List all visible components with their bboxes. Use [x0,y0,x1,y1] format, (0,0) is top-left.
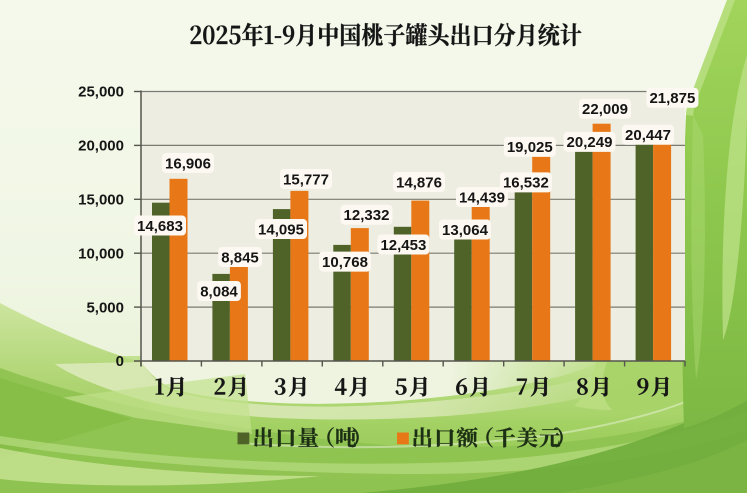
svg-text:25,000: 25,000 [78,84,124,101]
svg-text:14,683: 14,683 [137,218,183,235]
svg-text:12,453: 12,453 [380,237,426,254]
svg-text:16,532: 16,532 [503,175,549,192]
svg-text:20,249: 20,249 [567,134,613,151]
svg-text:5,000: 5,000 [86,299,124,316]
svg-text:21,875: 21,875 [649,90,695,107]
svg-text:16,906: 16,906 [165,155,211,172]
svg-text:15,000: 15,000 [78,192,124,209]
svg-text:20,447: 20,447 [625,127,671,144]
svg-text:14,876: 14,876 [396,174,442,191]
svg-text:8,084: 8,084 [200,283,238,300]
svg-text:22,009: 22,009 [582,101,628,118]
svg-text:20,000: 20,000 [78,138,124,155]
svg-text:14,095: 14,095 [258,221,304,238]
svg-text:0: 0 [116,353,124,370]
svg-text:14,439: 14,439 [459,189,505,206]
svg-text:15,777: 15,777 [283,171,329,188]
svg-text:13,064: 13,064 [442,222,489,239]
svg-text:10,768: 10,768 [322,254,368,271]
svg-text:12,332: 12,332 [344,207,390,224]
svg-text:8,845: 8,845 [221,249,259,266]
svg-text:19,025: 19,025 [507,139,553,156]
svg-text:10,000: 10,000 [78,245,124,262]
